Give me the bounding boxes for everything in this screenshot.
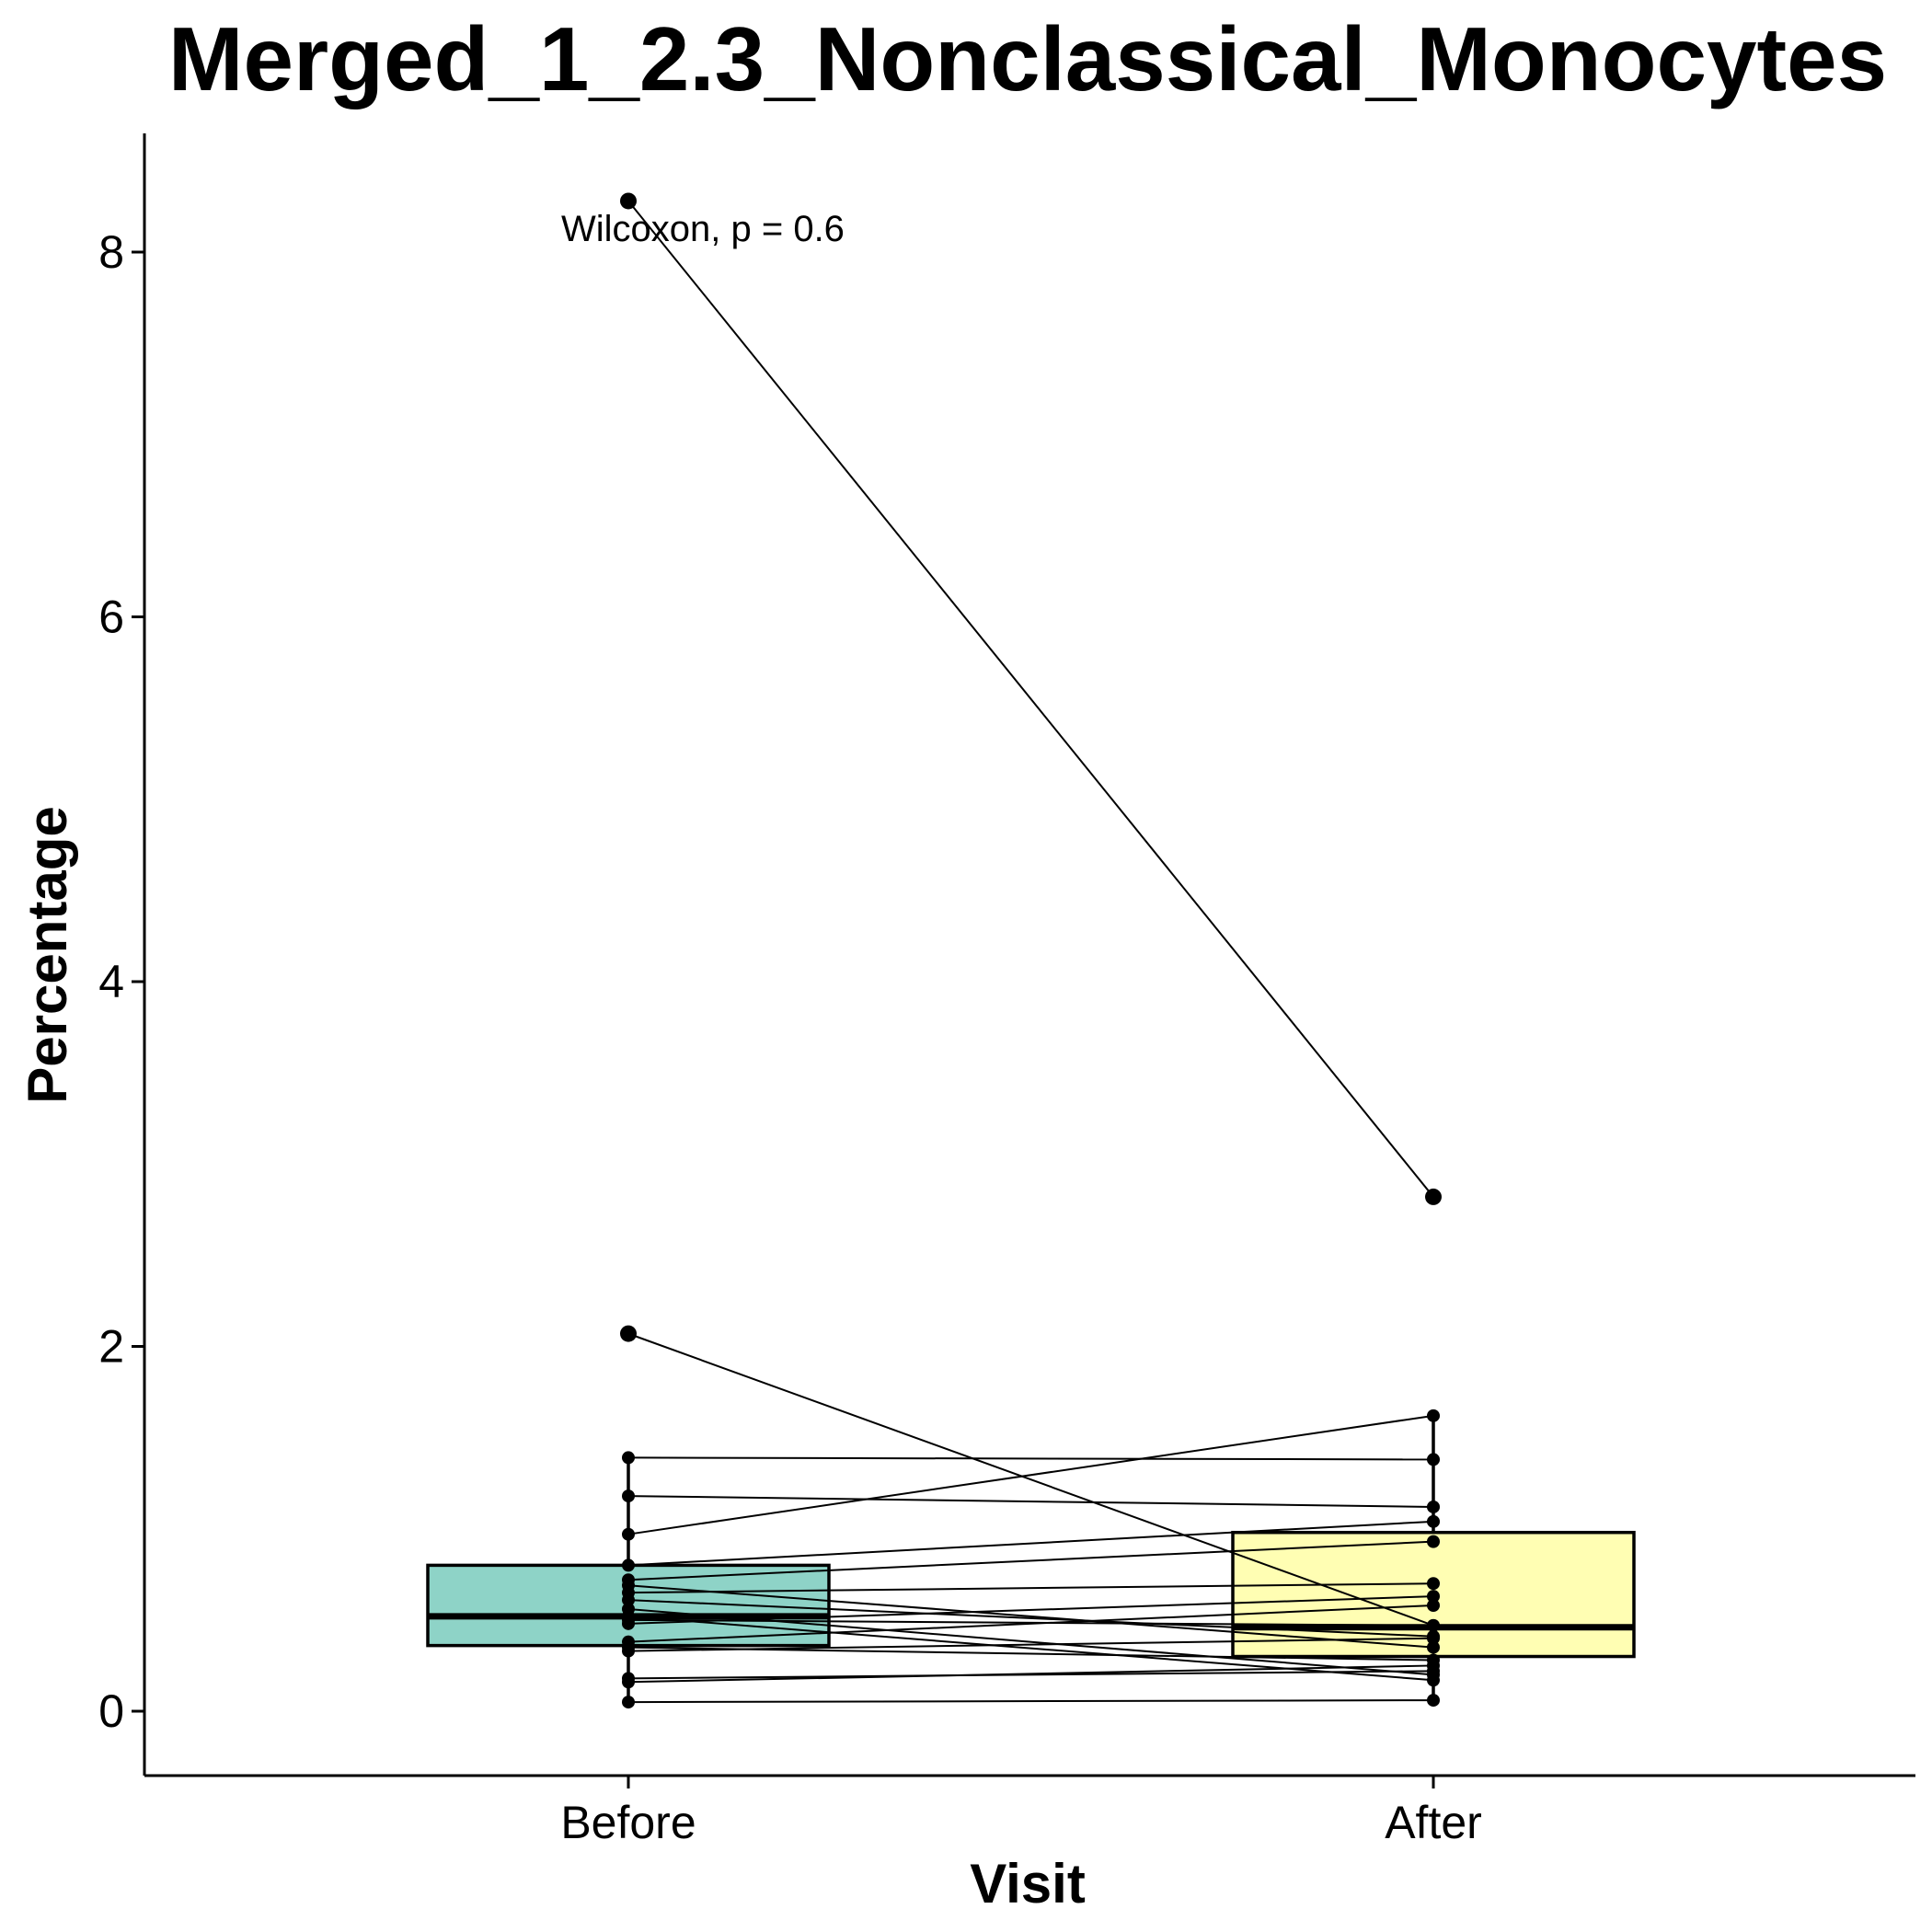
x-tick-label: After bbox=[1385, 1797, 1482, 1848]
data-point-before bbox=[620, 1325, 637, 1342]
y-tick-label: 0 bbox=[98, 1685, 124, 1737]
data-point-after bbox=[1427, 1577, 1440, 1591]
pair-line bbox=[627, 1456, 1434, 1461]
pair-line bbox=[627, 1599, 1434, 1638]
pair-line bbox=[627, 1637, 1434, 1652]
wilcoxon-annotation: Wilcoxon, p = 0.6 bbox=[561, 209, 845, 249]
data-point-after bbox=[1427, 1599, 1440, 1613]
pair-line bbox=[627, 1615, 1434, 1682]
data-point-before bbox=[622, 1675, 635, 1689]
data-point-before bbox=[622, 1558, 635, 1572]
data-point-after bbox=[1427, 1631, 1440, 1645]
y-tick-label: 2 bbox=[98, 1321, 124, 1373]
y-axis-title: Percentage bbox=[17, 806, 78, 1104]
data-point-before bbox=[622, 1451, 635, 1465]
pair-line bbox=[627, 1582, 1434, 1594]
pair-line bbox=[627, 200, 1434, 1198]
data-point-after bbox=[1427, 1659, 1440, 1673]
data-point-after bbox=[1427, 1409, 1440, 1422]
pair-line bbox=[627, 1595, 1434, 1625]
plot-area: 0 2 4 6 8 Before After bbox=[98, 133, 1915, 1848]
pair-line bbox=[627, 1604, 1434, 1643]
data-point-before bbox=[622, 1616, 635, 1630]
pair-line bbox=[627, 1664, 1434, 1684]
y-tick-label: 4 bbox=[98, 956, 124, 1007]
data-point-before bbox=[620, 192, 637, 210]
pair-line bbox=[627, 1520, 1434, 1567]
data-point-after bbox=[1427, 1694, 1440, 1708]
y-tick-label: 6 bbox=[98, 592, 124, 643]
data-point-after bbox=[1427, 1514, 1440, 1528]
data-point-before bbox=[622, 1593, 635, 1607]
pair-line bbox=[627, 1699, 1434, 1704]
data-point-after bbox=[1427, 1453, 1440, 1466]
data-point-after bbox=[1427, 1673, 1440, 1687]
data-point-after bbox=[1425, 1188, 1442, 1205]
x-tick-label: Before bbox=[560, 1797, 696, 1848]
data-point-after bbox=[1427, 1640, 1440, 1654]
data-point-before bbox=[622, 1644, 635, 1658]
x-axis-title: Visit bbox=[970, 1853, 1086, 1915]
y-tick-label: 8 bbox=[98, 226, 124, 278]
pair-line bbox=[627, 1495, 1434, 1508]
data-point-after bbox=[1427, 1535, 1440, 1548]
chart-title: Merged_1_2.3_Nonclassical_Monocytes bbox=[168, 8, 1887, 109]
pair-line bbox=[627, 1414, 1434, 1535]
data-point-after bbox=[1427, 1590, 1440, 1604]
data-point-before bbox=[622, 1489, 635, 1503]
data-point-after bbox=[1427, 1500, 1440, 1513]
data-point-before bbox=[622, 1696, 635, 1709]
data-point-after bbox=[1427, 1618, 1440, 1632]
pair-line bbox=[627, 1540, 1434, 1581]
pair-line bbox=[627, 1584, 1434, 1649]
data-point-before bbox=[622, 1527, 635, 1541]
pair-line bbox=[627, 1332, 1434, 1627]
